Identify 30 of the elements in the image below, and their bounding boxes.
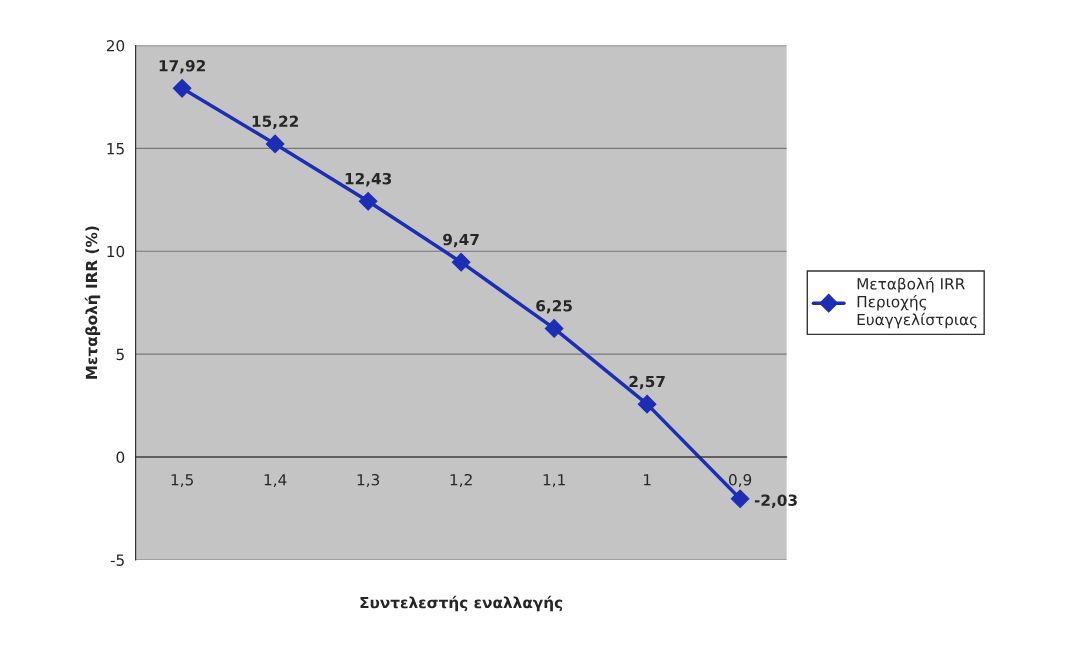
text: 12,43 <box>345 172 392 187</box>
x-tick-label: 1,3 <box>357 473 380 488</box>
text: 6,25 <box>536 300 572 314</box>
point <box>730 489 750 509</box>
y-tick-label: -5 <box>110 554 124 566</box>
x-tick-label: 1 <box>643 474 651 486</box>
x-tick-label: 1,1 <box>543 474 565 488</box>
y-tick-label: 10 <box>107 245 125 258</box>
y-axis-title: Μεταβολή IRR (%) <box>84 226 101 379</box>
text: 2,57 <box>629 375 665 390</box>
point <box>451 252 471 272</box>
point <box>544 319 564 338</box>
x-tick-label: 1,5 <box>171 474 193 488</box>
text: 15,22 <box>252 115 298 130</box>
x-tick-label: 0,9 <box>728 473 752 488</box>
x-axis-title: Συντελεστής εναλλαγής <box>360 595 563 612</box>
y-tick-label: 5 <box>116 348 124 361</box>
point <box>265 134 285 154</box>
point <box>637 394 657 414</box>
point <box>172 79 192 98</box>
text: -2,03 <box>754 494 797 508</box>
text: 17,92 <box>159 59 205 74</box>
x-tick-label: 1,4 <box>264 474 287 488</box>
point <box>358 191 378 211</box>
y-tick-label: 0 <box>116 451 125 464</box>
y-tick-label: 20 <box>106 40 125 52</box>
y-tick-label: 15 <box>107 143 124 155</box>
x-tick-label: 1,2 <box>450 473 472 488</box>
legend-label: Μεταβολή IRR Περιοχής Ευαγγελίστριας <box>857 277 977 329</box>
text: 9,47 <box>443 233 479 248</box>
